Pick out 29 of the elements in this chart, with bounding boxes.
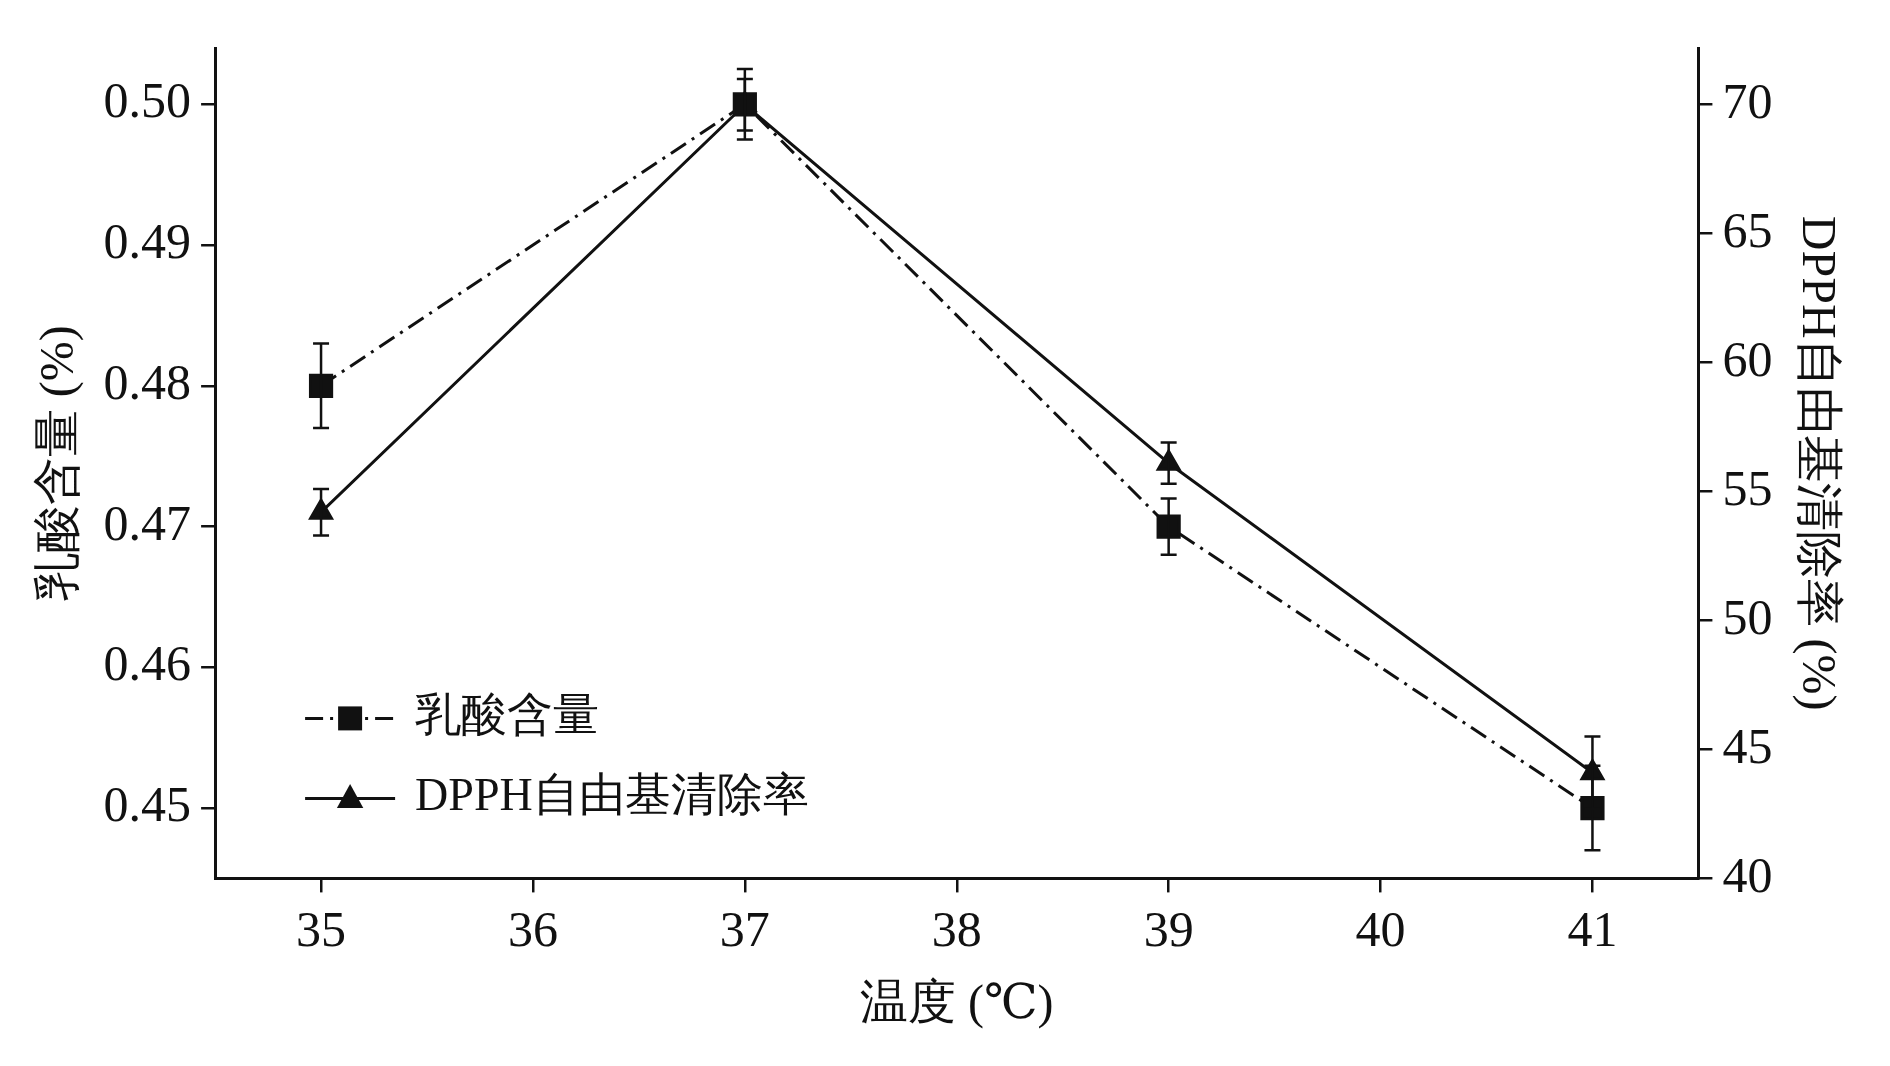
- y2-tick-label: 40: [1722, 846, 1773, 903]
- y2-tick-label: 45: [1722, 717, 1773, 774]
- legend-label: 乳酸含量: [415, 689, 600, 741]
- y2-tick-label: 55: [1722, 459, 1773, 516]
- y-tick-label: 0.45: [103, 776, 192, 833]
- y-tick-label: 0.48: [103, 353, 192, 410]
- y2-tick-label: 70: [1722, 72, 1773, 129]
- y-tick-label: 0.49: [103, 213, 192, 270]
- x-tick-label: 39: [1143, 900, 1194, 957]
- y2-tick-label: 60: [1722, 330, 1773, 387]
- legend-label: DPPH自由基清除率: [415, 769, 809, 821]
- point: [732, 92, 757, 117]
- x-tick-label: 41: [1567, 900, 1618, 957]
- x-tick-label: 40: [1355, 900, 1406, 957]
- y-tick-label: 0.50: [103, 72, 192, 129]
- y2-tick-label: 65: [1722, 201, 1773, 258]
- y-tick-label: 0.47: [103, 494, 192, 551]
- x-tick-label: 35: [296, 900, 347, 957]
- y2-tick-label: 50: [1722, 588, 1773, 645]
- point: [309, 498, 333, 520]
- x-tick-label: 37: [719, 900, 770, 957]
- point: [1156, 514, 1181, 539]
- point: [308, 373, 334, 398]
- x-tick-label: 38: [931, 900, 982, 957]
- x-tick-label: 36: [507, 900, 558, 957]
- y-axis-title: 乳酸含量 (%): [30, 325, 85, 602]
- y-tick-label: 0.46: [103, 635, 192, 692]
- x-axis-title: 温度 (℃): [859, 974, 1054, 1029]
- y2-axis-title: DPPH自由基清除率 (%): [1791, 215, 1846, 711]
